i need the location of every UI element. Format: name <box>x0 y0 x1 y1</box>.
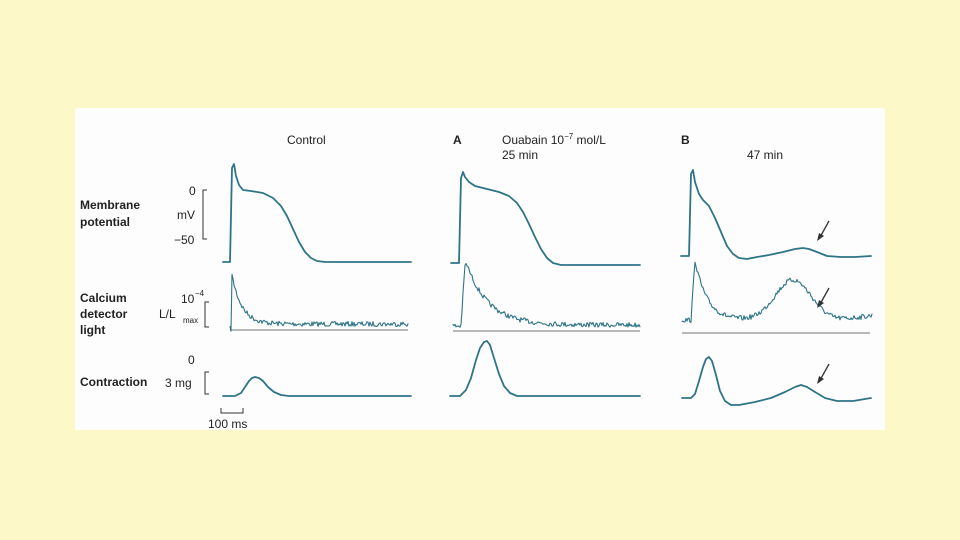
time-scale-bar <box>220 408 244 414</box>
control-calcium-trace <box>229 273 409 332</box>
figure-panel: Membrane potential Calcium detector ligh… <box>75 108 885 430</box>
panel-a-title-line2: 25 min <box>502 148 538 162</box>
calcium-label-line2: detector <box>80 307 128 321</box>
a-contraction-trace <box>449 340 641 397</box>
membrane-unit: mV <box>177 208 195 222</box>
membrane-scale-bracket <box>202 189 207 240</box>
panel-control-title: Control <box>287 133 326 147</box>
calcium-tick-top: 10 <box>181 292 195 306</box>
b-membrane-trace <box>680 169 872 260</box>
a-calcium-trace <box>452 262 641 328</box>
panel-a-letter: A <box>453 133 462 147</box>
panel-a-title-line1: Ouabain 10−7 mol/L <box>502 132 606 147</box>
time-scale-label: 100 ms <box>208 417 247 430</box>
membrane-label-line2: potential <box>80 215 130 229</box>
calcium-tick-bottom: 0 <box>188 353 195 367</box>
b-calcium-arrow <box>817 287 830 308</box>
b-calcium-trace <box>681 261 873 323</box>
membrane-tick-bottom: −50 <box>174 233 195 247</box>
figure-svg: Membrane potential Calcium detector ligh… <box>80 132 873 430</box>
contraction-scale-bracket <box>204 371 209 395</box>
control-membrane-trace <box>222 163 412 263</box>
contraction-unit: 3 mg <box>165 376 192 390</box>
calcium-tick-top-exponent: −4 <box>195 289 205 298</box>
calcium-unit: L/L <box>159 307 176 321</box>
b-contraction-trace <box>681 356 872 406</box>
b-contraction-arrow <box>817 363 830 384</box>
calcium-scale-bracket <box>204 301 209 328</box>
a-membrane-trace <box>450 171 641 266</box>
b-membrane-arrow <box>817 220 830 241</box>
membrane-tick-top: 0 <box>189 184 196 198</box>
calcium-unit-subscript: max <box>183 316 198 325</box>
panel-b-title: 47 min <box>747 148 783 162</box>
contraction-label: Contraction <box>80 375 147 389</box>
calcium-label-line3: light <box>80 323 105 337</box>
membrane-label-line1: Membrane <box>80 198 140 212</box>
control-contraction-trace <box>222 376 412 397</box>
calcium-label-line1: Calcium <box>80 291 127 305</box>
panel-b-letter: B <box>681 133 690 147</box>
